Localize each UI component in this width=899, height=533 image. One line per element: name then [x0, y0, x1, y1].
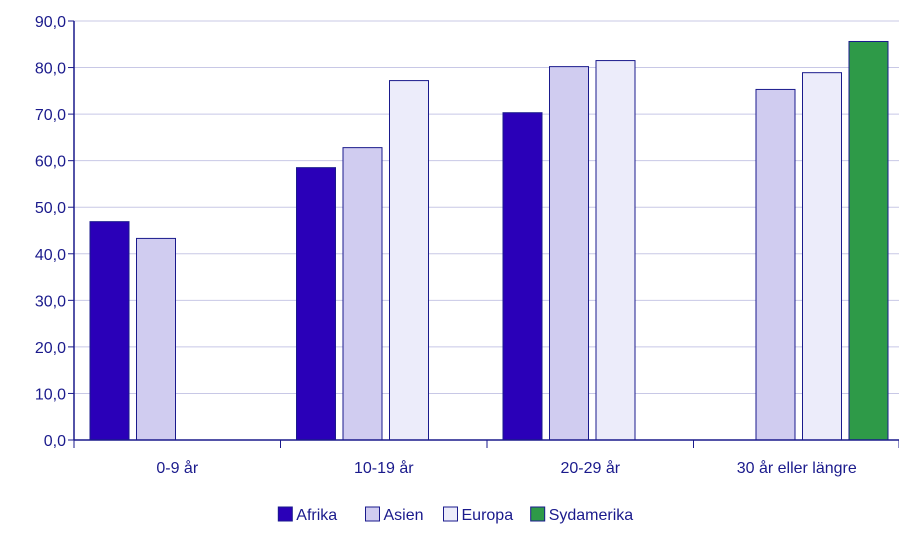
- y-tick-label: 40,0: [35, 247, 66, 264]
- axes: [68, 20, 899, 448]
- x-tick-label: 0-9 år: [156, 459, 198, 477]
- bar-afrika-0: [89, 221, 130, 441]
- bar-europa-3: [802, 72, 842, 441]
- legend-label-asien: Asien: [384, 507, 424, 524]
- y-tick-label: 60,0: [35, 154, 66, 171]
- y-tick-label: 80,0: [35, 61, 66, 78]
- gridlines: [74, 20, 899, 394]
- y-tick-label: 20,0: [35, 340, 66, 357]
- y-tick-label: 50,0: [35, 200, 66, 217]
- bar-sydamerika-3: [848, 40, 889, 441]
- x-tick-label: 10-19 år: [354, 459, 414, 477]
- legend: Afrika Asien Europa Sydamerika: [277, 506, 634, 524]
- bar-asien-3: [755, 88, 796, 441]
- bar-europa-1: [389, 80, 429, 441]
- bar-asien-1: [342, 147, 383, 441]
- x-tick-labels: 0-9 år 10-19 år 20-29 år 30 år eller längre: [156, 459, 857, 477]
- y-tick-label: 30,0: [35, 293, 66, 310]
- y-tick-label: 10,0: [35, 386, 66, 403]
- legend-swatch-europa: [443, 506, 458, 522]
- bar-asien-2: [549, 66, 589, 441]
- y-tick-label: 70,0: [35, 107, 66, 124]
- legend-label-afrika: Afrika: [296, 507, 337, 524]
- legend-swatch-sydamerika: [530, 506, 546, 522]
- y-tick-label: 0,0: [44, 433, 66, 450]
- bar-europa-2: [595, 60, 636, 441]
- legend-label-europa: Europa: [462, 507, 514, 524]
- x-tick-label: 20-29 år: [560, 459, 620, 477]
- y-tick-label: 90,0: [35, 14, 66, 31]
- legend-swatch-afrika: [277, 506, 293, 522]
- y-tick-labels: 0,0 10,0 20,0 30,0 40,0 50,0 60,0 70,0 80,0 90,0: [35, 14, 66, 450]
- bar-afrika-2: [502, 112, 543, 441]
- bars: [89, 40, 889, 441]
- legend-label-sydamerika: Sydamerika: [549, 507, 634, 524]
- legend-swatch-asien: [365, 506, 380, 522]
- bar-asien-0: [136, 237, 176, 441]
- bar-afrika-1: [296, 167, 336, 441]
- x-tick-label: 30 år eller längre: [737, 459, 857, 477]
